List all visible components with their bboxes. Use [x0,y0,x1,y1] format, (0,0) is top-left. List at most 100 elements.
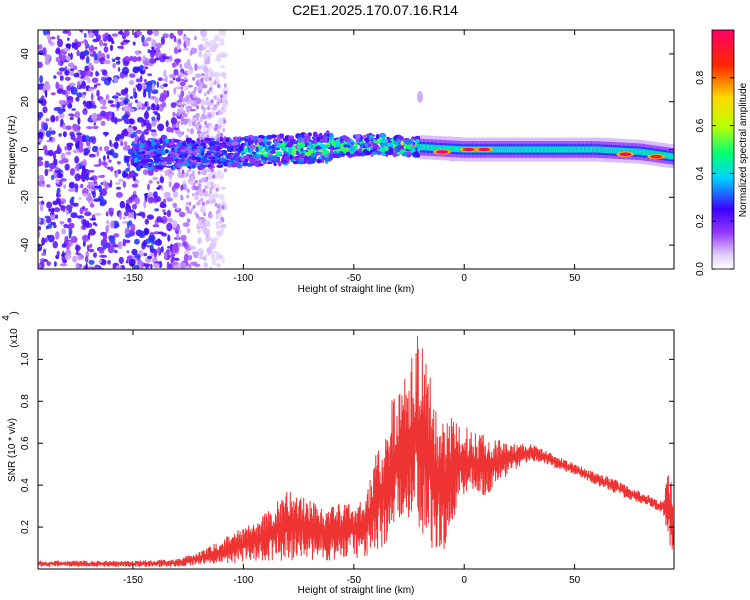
heatmap-blob [211,239,218,244]
heatmap-blob [141,162,148,166]
heatmap-blob [68,188,76,192]
heatmap-blob [69,198,75,206]
heatmap-blob [219,158,227,162]
heatmap-blob [157,166,164,170]
heatmap-blob [209,135,215,139]
heatmap-blob [201,37,208,42]
heatmap-blob [82,94,86,99]
heatmap-blob [180,234,187,242]
heatmap-blob [349,146,356,152]
heatmap-blob [255,158,260,162]
heatmap-blob [208,126,212,129]
heatmap-blob [188,167,192,172]
heatmap-blob [77,134,82,142]
heatmap-blob [202,109,206,114]
heatmap-blob [179,81,186,87]
heatmap-blob [343,144,348,148]
heatmap-blob [199,98,205,106]
heatmap-blob [223,168,227,173]
heatmap-blob [206,253,209,257]
heatmap-blob [173,127,179,131]
heatmap-blob [68,62,75,68]
heatmap-blob [277,161,282,167]
heatmap-blob [186,228,191,234]
heatmap-blob [128,118,134,125]
heatmap-blob [38,180,43,187]
heatmap-blob [203,255,207,261]
heatmap-blob [101,188,107,197]
heatmap-blob [178,211,186,218]
heatmap-blob [154,156,161,163]
heatmap-blob [158,231,164,235]
heatmap-blob [187,218,191,223]
heatmap-blob [137,107,142,110]
heatmap-blob [96,51,103,59]
heatmap-blob [282,138,289,141]
heatmap-blob [191,117,195,122]
heatmap-blob [329,132,334,139]
heatmap-blob [55,231,60,240]
heatmap-blob [136,83,142,92]
heatmap-blob [217,204,221,209]
heatmap-blob [55,214,58,219]
heatmap-blob [190,181,194,186]
heatmap-blob [200,197,204,202]
heatmap-blob [150,50,155,59]
heatmap-blob [157,246,161,255]
top-x-axis-label: Height of straight line (km) [298,284,415,295]
heatmap-blob [41,237,46,246]
heatmap-blob [112,152,119,159]
heatmap-blob [151,103,156,108]
heatmap-blob [114,76,118,84]
heatmap-blob [172,77,176,81]
heatmap-blob [151,39,157,48]
heatmap-blob [123,30,130,37]
heatmap-blob [154,208,160,212]
heatmap-blob [281,146,287,152]
heatmap-blob [102,232,108,241]
heatmap-blob [80,173,87,182]
heatmap-blob [64,235,69,244]
heatmap-blob [151,119,157,127]
heatmap-blob [76,49,80,57]
heatmap-blob [156,81,160,88]
heatmap-blob [58,160,65,164]
heatmap-blob [160,201,165,207]
heatmap-blob [159,138,163,144]
heatmap-blob [132,175,136,182]
heatmap-blob [344,136,349,143]
heatmap-blob [235,161,239,167]
heatmap-blob [211,194,218,200]
heatmap-blob [172,122,177,125]
heatmap-blob [128,258,136,267]
top-x-tick-label: -150 [123,273,143,284]
heatmap-blob [205,220,211,228]
heatmap-blob [318,156,323,160]
heatmap-blob [72,123,79,132]
heatmap-blob [91,77,99,84]
heatmap-blob [202,84,206,89]
heatmap-blob [269,150,276,154]
heatmap-blob [66,85,72,91]
heatmap-blob [141,212,146,219]
heatmap-blob [206,200,210,205]
heatmap-blob [194,263,201,267]
heatmap-blob [65,165,69,170]
heatmap-blob [51,207,55,215]
heatmap-blob [204,178,208,183]
heatmap-blob [149,58,157,64]
heatmap-blob [178,145,185,150]
heatmap-blob [272,155,278,161]
heatmap-blob [172,202,178,208]
heatmap-blob [223,83,227,88]
bottom-y-tick-label: 0.4 [20,478,31,492]
heatmap-hot-spot [436,150,449,154]
heatmap-blob [255,146,259,153]
heatmap-blob [286,143,293,148]
heatmap-blob [93,198,101,202]
heatmap-blob [150,137,154,144]
heatmap-blob [180,121,184,125]
heatmap-blob [132,41,136,46]
heatmap-blob [176,58,180,66]
heatmap-blob [195,117,199,122]
